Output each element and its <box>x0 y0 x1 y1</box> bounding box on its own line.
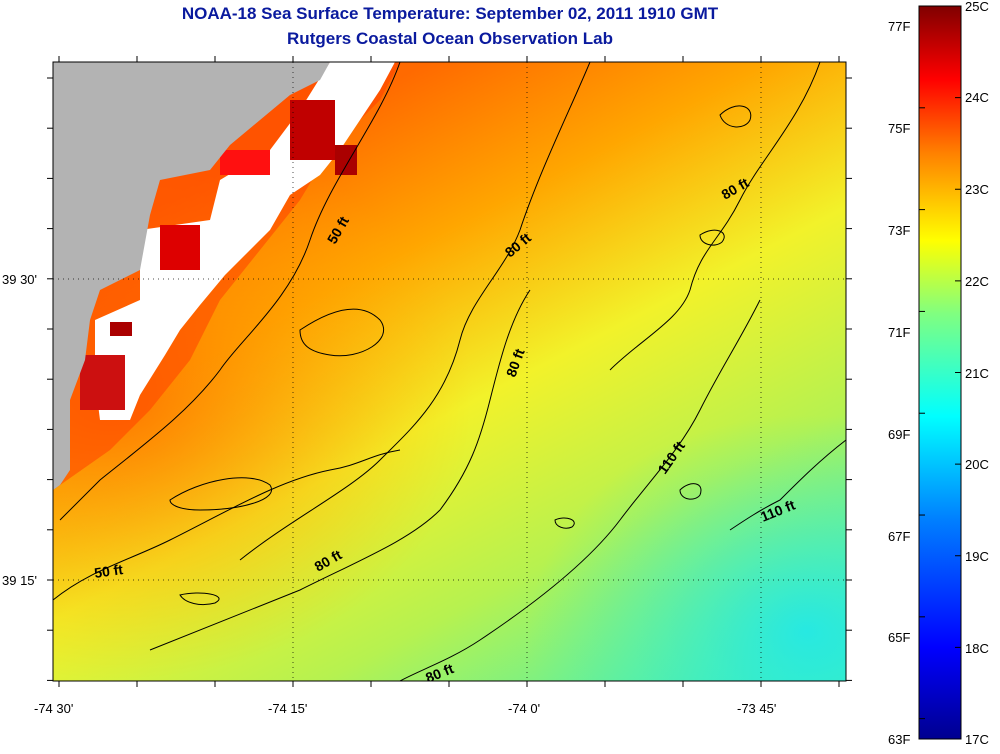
colorbar-ticks <box>919 5 961 740</box>
x-tick-label-3: -74 0' <box>508 701 540 716</box>
cb-label-24c: 24C <box>965 90 989 105</box>
cloud-warm-pixels <box>80 100 357 410</box>
cb-label-77f: 77F <box>888 19 910 34</box>
cb-label-18c: 18C <box>965 641 989 656</box>
axis-ticks <box>47 56 852 687</box>
y-tick-label-1: 39 30' <box>2 272 37 287</box>
y-tick-labels: 39 30' 39 15' <box>2 272 37 588</box>
contour-island-4 <box>299 308 384 357</box>
cb-label-21c: 21C <box>965 366 989 381</box>
grid-lines <box>53 62 846 681</box>
cb-label-75f: 75F <box>888 121 910 136</box>
contour-110ft <box>399 299 761 681</box>
contour-island-5 <box>169 477 273 511</box>
contour-island-3 <box>699 229 725 246</box>
cb-label-17c: 17C <box>965 732 989 747</box>
cb-label-63f: 63F <box>888 732 910 747</box>
cb-label-22c: 22C <box>965 274 989 289</box>
cb-label-19c: 19C <box>965 549 989 564</box>
colorbar-fahrenheit-labels: 77F 75F 73F 71F 69F 67F 65F 63F <box>888 19 910 747</box>
cb-label-25c: 25C <box>965 0 989 14</box>
colorbar: 25C 24C 23C 22C 21C 20C 19C 18C 17C 77F … <box>888 0 989 747</box>
cb-label-71f: 71F <box>888 325 910 340</box>
contour-island-6 <box>179 592 220 606</box>
map-title: NOAA-18 Sea Surface Temperature: Septemb… <box>181 4 719 23</box>
map-subtitle: Rutgers Coastal Ocean Observation Lab <box>287 29 613 48</box>
x-tick-label-1: -74 30' <box>34 701 73 716</box>
cb-label-73f: 73F <box>888 223 910 238</box>
y-tick-label-2: 39 15' <box>2 573 37 588</box>
colorbar-celsius-labels: 25C 24C 23C 22C 21C 20C 19C 18C 17C <box>965 0 989 747</box>
contour-80ft-east <box>609 62 821 371</box>
cb-label-69f: 69F <box>888 427 910 442</box>
x-tick-label-2: -74 15' <box>268 701 307 716</box>
contour-110ft-east <box>729 439 846 531</box>
contour-island-2 <box>679 483 702 500</box>
x-tick-label-4: -73 45' <box>737 701 776 716</box>
land-mask <box>53 62 330 490</box>
contour-80ft-mid <box>149 289 531 651</box>
cb-label-23c: 23C <box>965 182 989 197</box>
contour-50ft <box>59 62 401 521</box>
colorbar-ramp <box>918 5 962 740</box>
sst-map-area: 50 ft 50 ft 80 ft 80 ft 80 ft 80 ft 80 f… <box>53 62 846 681</box>
x-tick-labels: -74 30' -74 15' -74 0' -73 45' <box>34 701 776 716</box>
contour-island-7 <box>554 517 575 529</box>
contour-label-50ft-2: 50 ft <box>93 561 124 581</box>
contour-80ft-north <box>239 62 591 561</box>
contour-50ft-south <box>53 449 401 601</box>
cb-label-65f: 65F <box>888 630 910 645</box>
contour-island-1 <box>719 105 752 128</box>
depth-contours <box>53 62 846 681</box>
cb-label-67f: 67F <box>888 529 910 544</box>
cb-label-20c: 20C <box>965 457 989 472</box>
